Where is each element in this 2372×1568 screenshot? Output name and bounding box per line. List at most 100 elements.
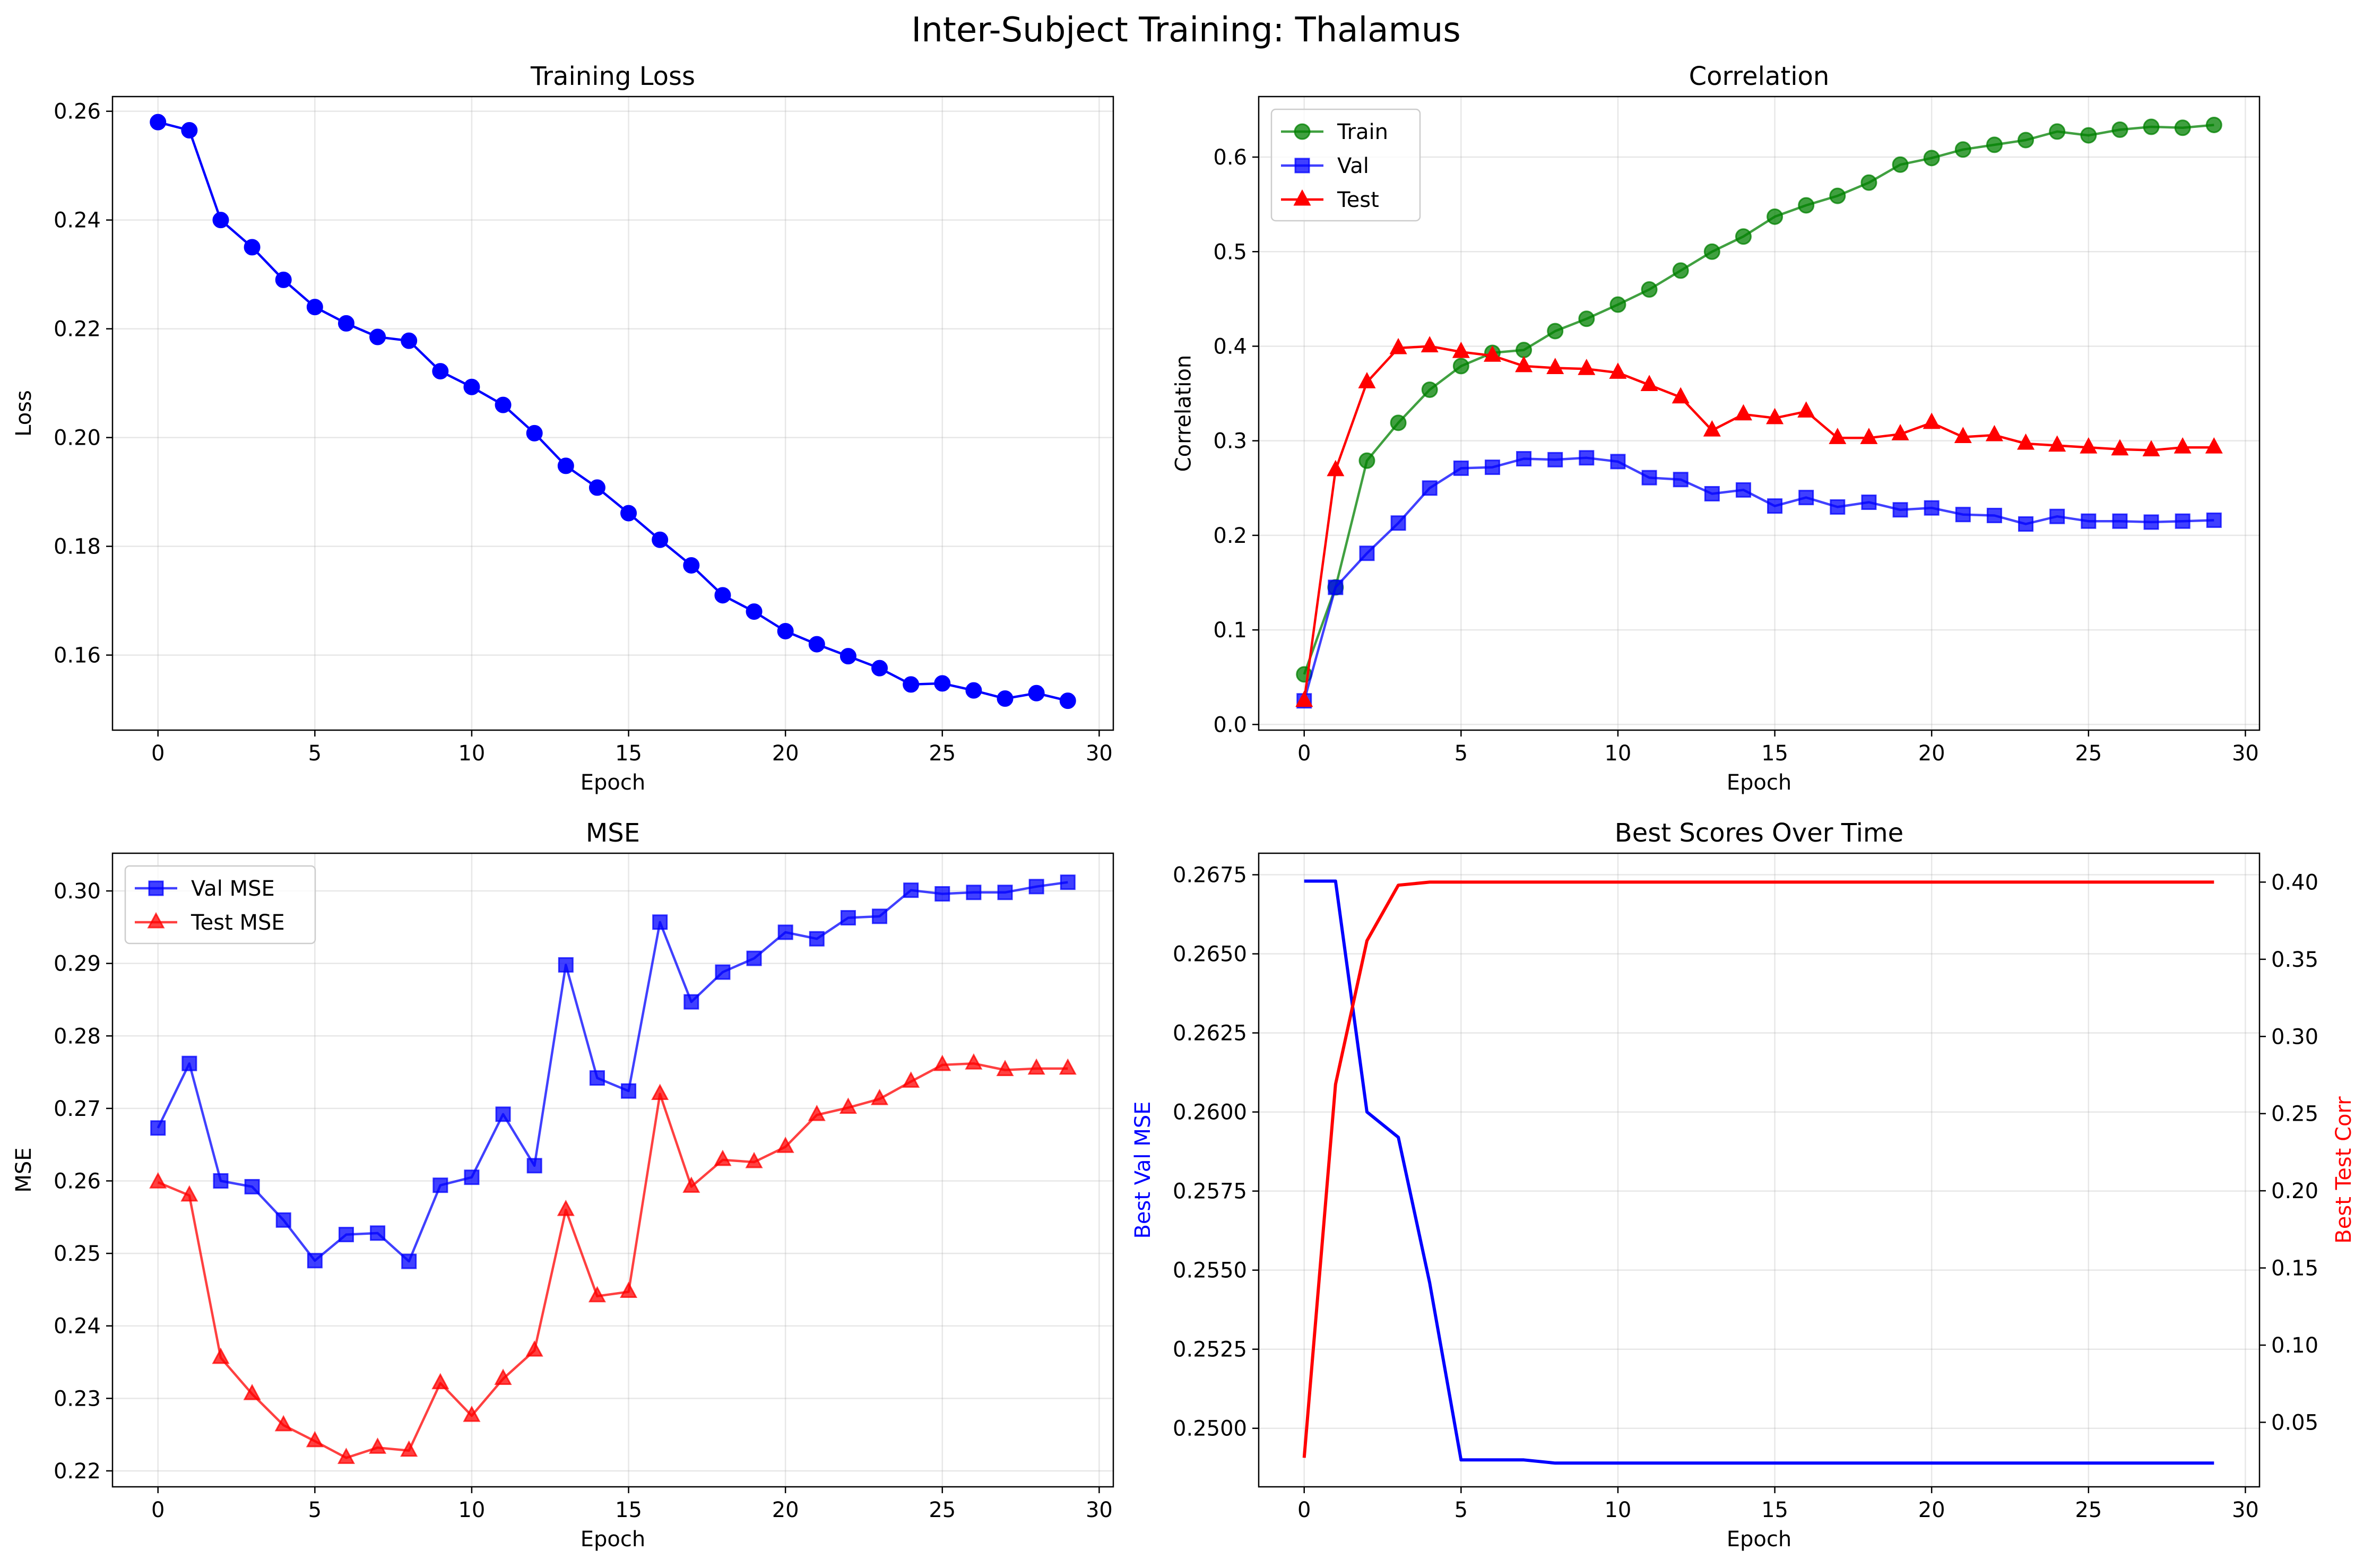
x-tick-label: 10 [1604, 741, 1631, 766]
series-test-mse [149, 1053, 1077, 1464]
data-point [401, 332, 418, 349]
x-tick-label: 25 [929, 741, 956, 766]
training-loss-panel: 0 5 10 15 20 25 30 0.16 0.18 0.20 0.22 0.24 0.26 Trai… [12, 62, 1114, 795]
data-point [589, 1070, 605, 1086]
data-point [1358, 452, 1375, 469]
y-tick-label: 0.26 [54, 100, 101, 124]
data-point [1985, 425, 2003, 441]
data-point [337, 315, 354, 332]
data-point [2048, 435, 2066, 452]
data-point [338, 1227, 354, 1243]
x-axis-label: Epoch [1727, 770, 1791, 795]
data-point [213, 1173, 229, 1189]
data-point [1797, 401, 1815, 418]
data-point [2049, 508, 2065, 524]
data-point [1389, 337, 1407, 354]
data-point [1516, 451, 1532, 467]
data-point [2017, 433, 2035, 450]
data-point [871, 660, 888, 677]
data-point [1578, 310, 1595, 327]
data-point [180, 1185, 198, 1202]
y-tick-label: 0.22 [54, 317, 101, 342]
data-point [903, 882, 919, 898]
data-point [682, 1176, 700, 1193]
data-point [651, 1084, 669, 1101]
y-tick-label: 0.2650 [1173, 942, 1247, 967]
y-tick-label: 0.4 [1213, 334, 1247, 359]
data-point [1453, 460, 1469, 476]
data-point [1579, 450, 1595, 466]
data-point [809, 931, 825, 947]
data-point [1923, 412, 1941, 429]
x-tick-label: 5 [308, 1498, 322, 1522]
legend-label: Test MSE [191, 911, 285, 935]
legend-box [124, 865, 316, 945]
data-point [2080, 437, 2098, 454]
data-point [557, 1199, 575, 1216]
data-point [432, 1177, 448, 1193]
data-point [1704, 486, 1720, 501]
y-right-tick-label: 0.20 [2271, 1179, 2318, 1203]
data-point [620, 1281, 638, 1298]
data-point [1798, 490, 1814, 506]
data-point [2174, 437, 2192, 454]
series-0 [1304, 879, 2214, 1465]
x-tick-label: 5 [1455, 741, 1468, 766]
data-point [2080, 127, 2097, 144]
y-right-tick-label: 0.40 [2271, 870, 2318, 895]
plot-frame [111, 96, 1114, 731]
data-point [903, 676, 920, 693]
data-point [1798, 197, 1815, 214]
data-point [2143, 118, 2160, 135]
legend-marker [1294, 123, 1311, 140]
data-point [1734, 404, 1752, 421]
series-test [1295, 336, 2223, 707]
data-point [181, 1055, 197, 1071]
data-point [1390, 414, 1407, 431]
series-0 [150, 114, 1076, 709]
legend-label: Val MSE [191, 877, 275, 901]
best-scores-panel: 0 5 10 15 20 25 30 0.2500 0.2525 0.2550 0.2575 0.26… [1131, 818, 2356, 1552]
data-point [1027, 1058, 1045, 1075]
data-point [244, 239, 261, 256]
x-tick-label: 0 [1297, 1498, 1311, 1522]
x-tick-label: 20 [1918, 1498, 1945, 1522]
data-point [1986, 136, 2003, 153]
x-tick-label: 25 [2075, 741, 2102, 766]
data-point [464, 1169, 480, 1185]
data-point [1059, 692, 1076, 709]
data-point [495, 396, 512, 413]
data-point [1954, 427, 1972, 444]
data-point [495, 1106, 511, 1122]
data-point [525, 1340, 543, 1357]
data-point [1060, 874, 1076, 890]
data-point [808, 636, 825, 653]
data-point [401, 1253, 417, 1269]
data-point [212, 1347, 230, 1364]
data-point [777, 924, 793, 940]
data-point [588, 479, 605, 496]
grid [1259, 853, 2260, 1487]
data-point [714, 587, 731, 604]
data-point [683, 557, 700, 574]
x-tick-label: 20 [1918, 741, 1945, 766]
data-point [463, 1405, 481, 1422]
data-point [275, 1212, 291, 1228]
x-axis-label: Epoch [581, 1527, 645, 1552]
y-tick-label: 0.1 [1213, 618, 1247, 643]
y-tick-label: 0.29 [54, 952, 101, 976]
panel-title: MSE [586, 818, 640, 848]
x-tick-label: 5 [1455, 1498, 1468, 1522]
y-tick-label: 0.3 [1213, 429, 1247, 454]
y-tick-label: 0.2625 [1173, 1021, 1247, 1046]
y-tick-label: 0.28 [54, 1024, 101, 1049]
data-point [1892, 502, 1908, 518]
panel-title: Best Scores Over Time [1615, 818, 1903, 848]
data-point [2018, 132, 2035, 149]
panel-title: Training Loss [530, 62, 695, 91]
data-point [1484, 460, 1500, 475]
data-point [1516, 342, 1533, 359]
data-point [150, 1120, 166, 1136]
legend-label: Train [1337, 120, 1388, 144]
plot-frame [1258, 96, 2261, 731]
